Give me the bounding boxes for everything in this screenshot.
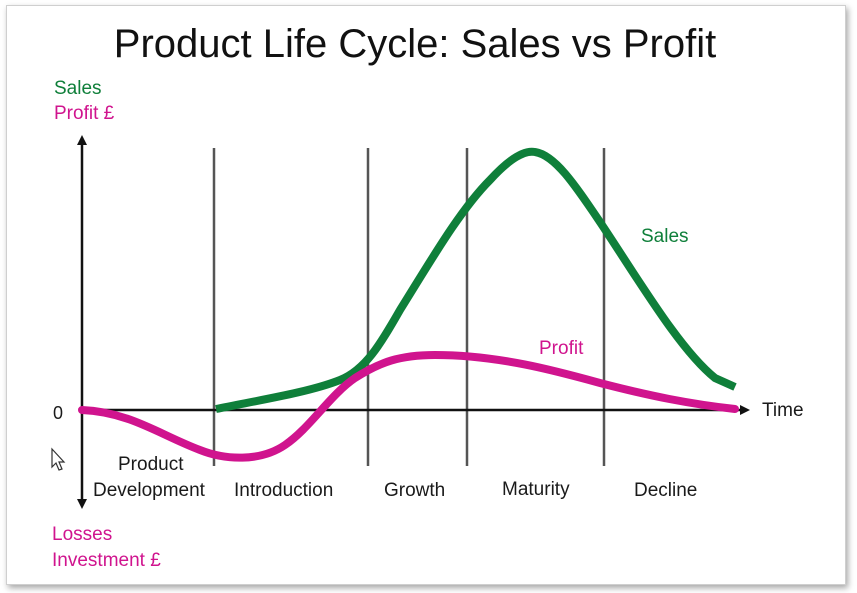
stage-label-growth: Growth	[384, 480, 446, 501]
mouse-pointer-icon	[51, 447, 66, 471]
profit-curve	[78, 350, 739, 462]
y-axis-label-sales: Sales	[54, 78, 102, 99]
profit-curve-label: Profit	[539, 338, 584, 359]
y-axis-label-losses: Losses	[52, 524, 113, 545]
x-axis-label-time: Time	[762, 400, 804, 421]
stage-label-development: Development	[93, 480, 205, 501]
y-axis-label-profit: Profit £	[54, 103, 115, 124]
page-title: Product Life Cycle: Sales vs Profit	[113, 22, 717, 66]
sales-curve	[215, 147, 737, 413]
stage-label-decline: Decline	[634, 480, 698, 501]
y-axis-label-investment: Investment £	[52, 550, 161, 571]
slide-frame	[6, 5, 846, 585]
zero-label: 0	[53, 403, 64, 423]
stage-label-product: Product	[118, 454, 184, 475]
stage-label-introduction: Introduction	[234, 480, 334, 501]
sales-curve-label: Sales	[641, 226, 689, 247]
stage-label-maturity: Maturity	[502, 479, 570, 500]
